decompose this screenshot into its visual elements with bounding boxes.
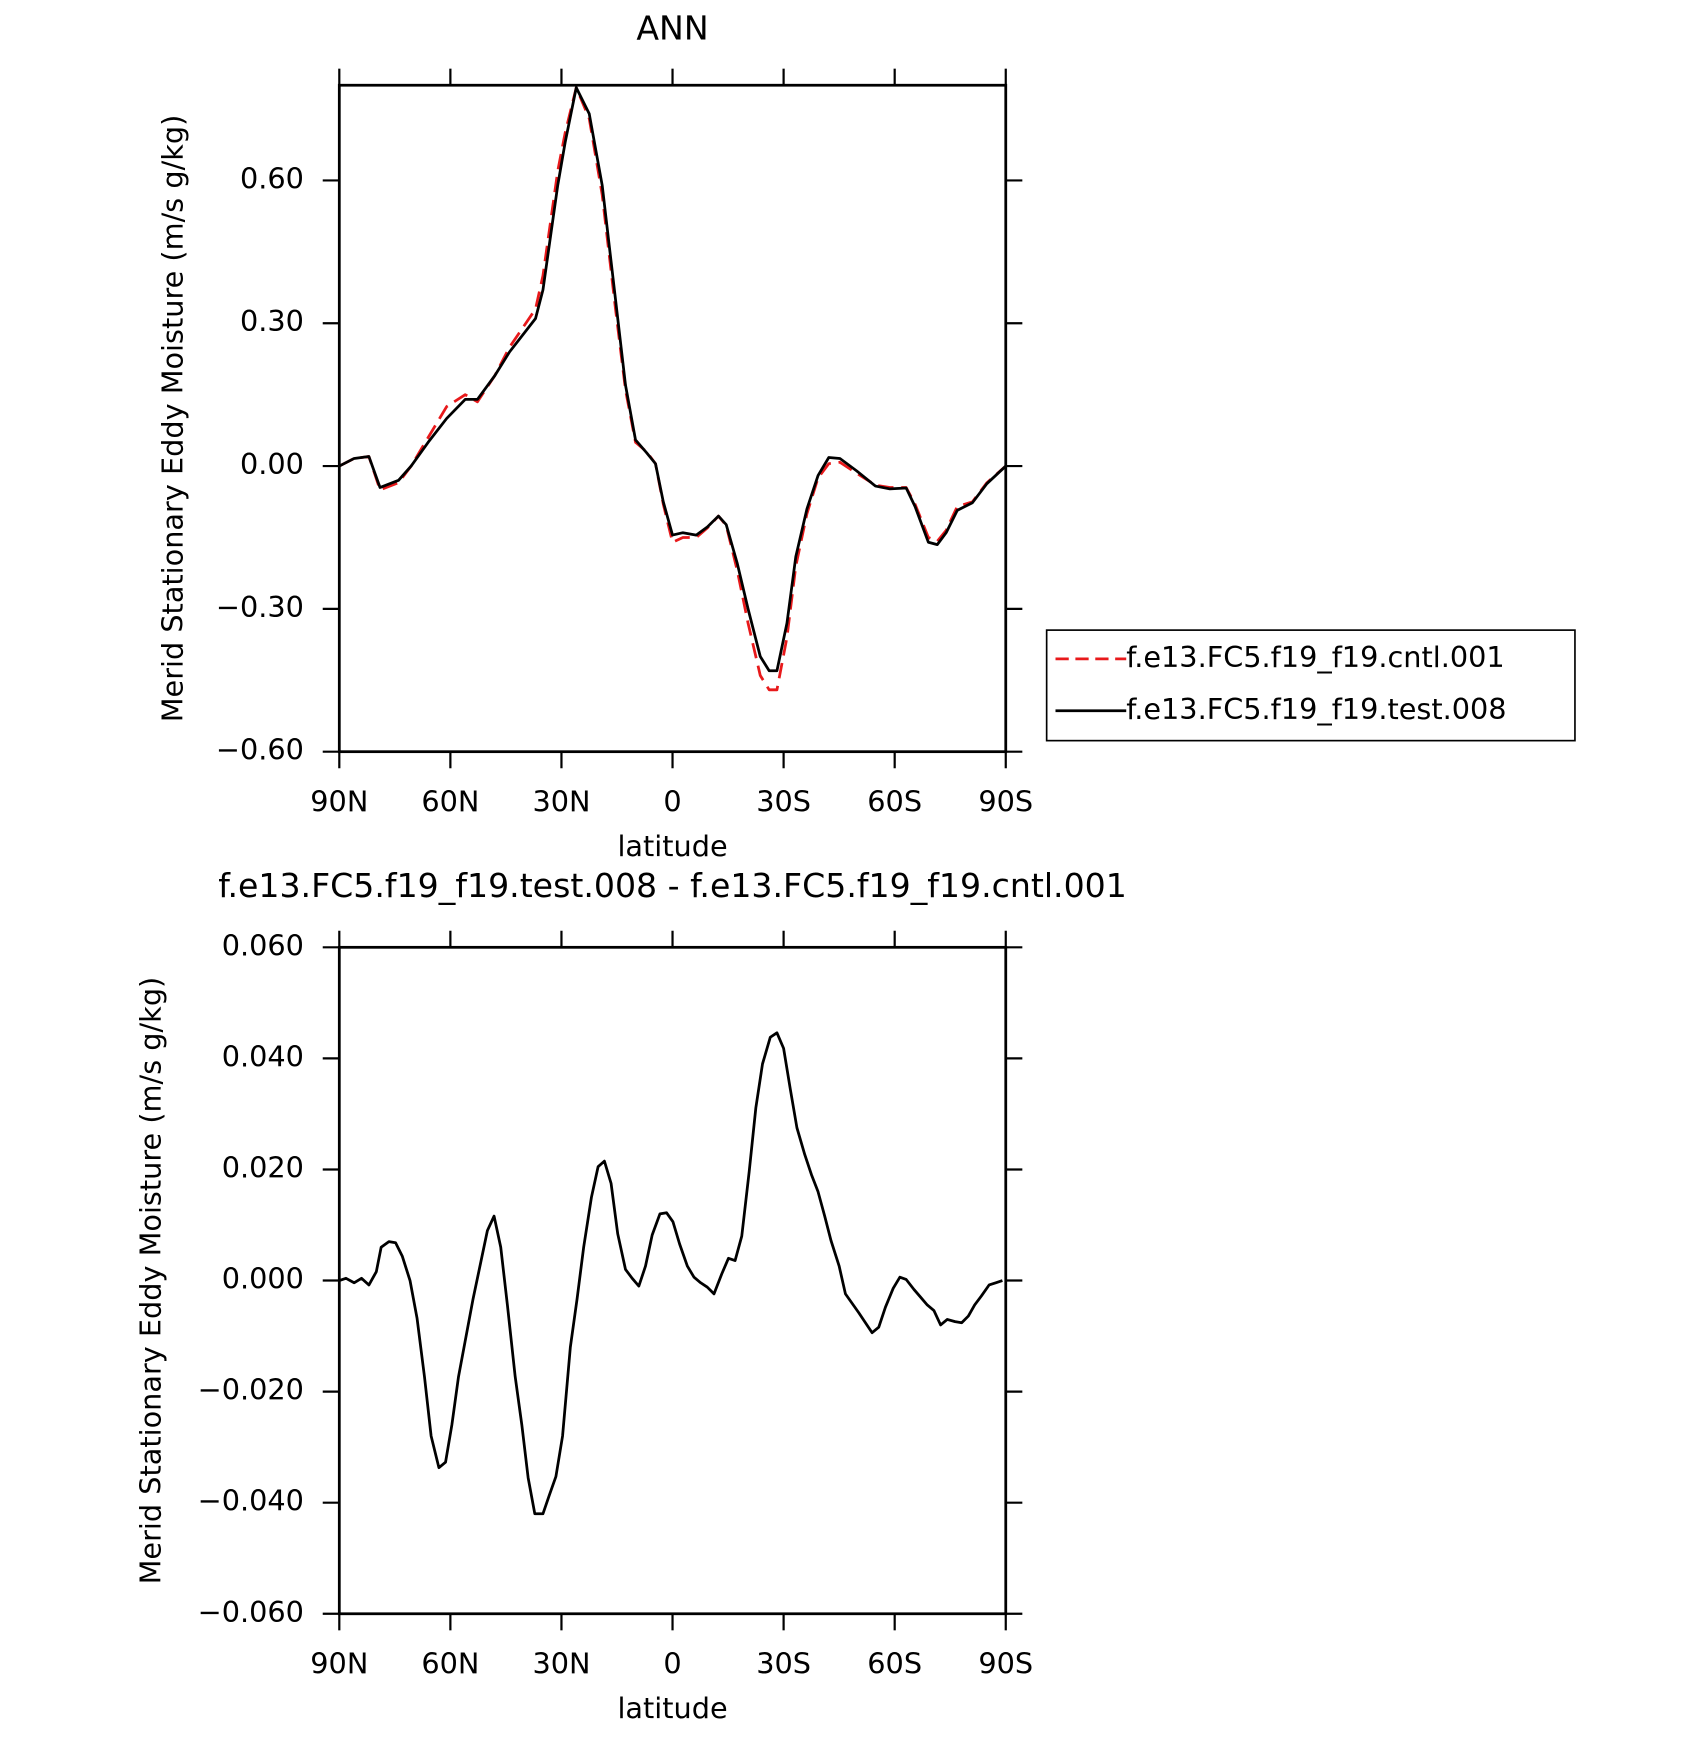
plot-frame: [337, 83, 1008, 754]
x-tick-label: 30S: [756, 785, 811, 819]
y-tick-label: 0.000: [222, 1262, 304, 1296]
x-tick-label: 60N: [421, 1647, 479, 1681]
x-tick-label: 90N: [310, 785, 368, 819]
legend-label: f.e13.FC5.f19_f19.cntl.001: [1126, 640, 1504, 674]
y-tick-label: −0.040: [198, 1484, 304, 1518]
x-axis-label: latitude: [617, 1691, 727, 1725]
x-tick-label: 30N: [532, 1647, 590, 1681]
legend-box: [1045, 629, 1576, 742]
x-tick-label: 30S: [756, 1647, 811, 1681]
x-tick-label: 90N: [310, 1647, 368, 1681]
y-tick-label: 0.060: [222, 928, 304, 962]
y-tick-label: 0.30: [240, 304, 304, 338]
x-tick-label: 30N: [532, 785, 590, 819]
x-tick-label: 60S: [867, 1647, 922, 1681]
y-axis-label: Merid Stationary Eddy Moisture (m/s g/kg…: [156, 115, 190, 723]
y-tick-label: 0.00: [240, 447, 304, 481]
x-tick-label: 60S: [867, 785, 922, 819]
y-tick-label: 0.040: [222, 1039, 304, 1073]
y-axis-label: Merid Stationary Eddy Moisture (m/s g/kg…: [134, 977, 168, 1585]
x-axis-label: latitude: [617, 829, 727, 863]
x-tick-label: 0: [663, 1647, 681, 1681]
x-tick-label: 90S: [978, 1647, 1033, 1681]
plot-frame: [337, 945, 1008, 1616]
chart-title: ANN: [636, 8, 708, 47]
y-tick-label: −0.60: [216, 733, 304, 767]
y-tick-label: 0.60: [240, 161, 304, 195]
y-tick-label: −0.060: [198, 1595, 304, 1629]
y-tick-label: −0.020: [198, 1373, 304, 1407]
y-tick-label: −0.30: [216, 590, 304, 624]
x-tick-label: 60N: [421, 785, 479, 819]
chart-title: f.e13.FC5.f19_f19.test.008 - f.e13.FC5.f…: [218, 866, 1127, 905]
x-tick-label: 0: [663, 785, 681, 819]
legend-label: f.e13.FC5.f19_f19.test.008: [1126, 692, 1506, 726]
data-line: [338, 86, 1007, 692]
y-tick-label: 0.020: [222, 1150, 304, 1184]
data-line: [338, 86, 1007, 673]
x-tick-label: 90S: [978, 785, 1033, 819]
data-line: [338, 1031, 1003, 1516]
